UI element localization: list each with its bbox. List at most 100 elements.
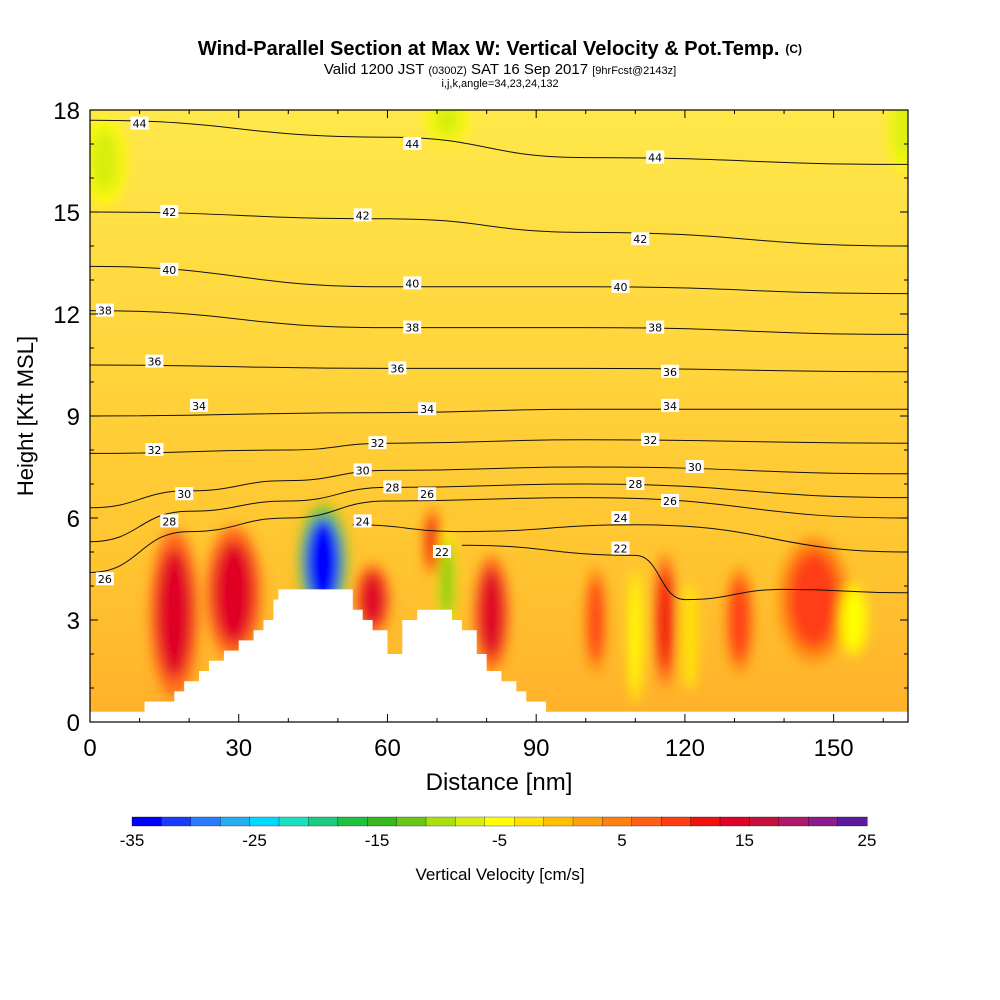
contour-label: 42 — [633, 233, 647, 246]
colorbar-swatch — [308, 816, 339, 827]
contour-label: 26 — [663, 495, 677, 508]
x-tick-label: 60 — [374, 735, 401, 762]
contour-label: 26 — [420, 488, 434, 501]
colorbar-swatch — [837, 816, 868, 827]
contour-label-box — [403, 320, 422, 334]
w-cell-core — [432, 110, 462, 138]
contour-label-box — [661, 398, 680, 412]
contour-label-box — [95, 572, 114, 586]
contour-label-box — [353, 514, 372, 528]
contour-label: 38 — [98, 305, 112, 318]
contour-label-box — [646, 320, 665, 334]
chart-subtitle: Valid 1200 JST (0300Z) SAT 16 Sep 2017 [… — [324, 61, 676, 78]
contour-label: 28 — [628, 478, 642, 491]
contour-label: 36 — [147, 356, 161, 369]
colorbar-label: Vertical Velocity [cm/s] — [415, 865, 584, 884]
colorbar-tick-label: 5 — [617, 831, 626, 850]
w-cell-core — [630, 586, 641, 688]
w-cell-core — [440, 541, 453, 624]
contour-label-box — [130, 116, 149, 130]
contour-label-box — [160, 514, 179, 528]
y-tick-label: 12 — [53, 302, 80, 329]
isentrope-line — [90, 364, 908, 373]
x-axis-ticks: 0 30 60 90 120 150 — [83, 110, 884, 762]
y-tick-label: 15 — [53, 200, 80, 227]
colorbar-tick-label: -15 — [365, 831, 390, 850]
contour-label: 32 — [643, 434, 657, 447]
colorbar-tick-label: -5 — [492, 831, 507, 850]
contour-label-box — [160, 205, 179, 218]
colorbar-swatch — [161, 816, 192, 827]
x-tick-label: 30 — [225, 735, 252, 762]
isentrope-line — [90, 439, 908, 454]
x-tick-label: 0 — [83, 735, 96, 762]
contour-label: 30 — [177, 488, 191, 501]
contour-label-box — [661, 364, 680, 378]
colorbar-swatch — [749, 816, 780, 827]
y-tick-label: 18 — [53, 98, 80, 125]
contour-label: 40 — [162, 264, 176, 277]
y-tick-label: 6 — [67, 506, 80, 533]
chart-title: Wind-Parallel Section at Max W: Vertical… — [198, 38, 802, 60]
contour-label: 24 — [356, 515, 370, 528]
colorbar-swatch — [514, 816, 545, 827]
contour-label-box — [432, 545, 451, 558]
contour-label-box — [661, 494, 680, 507]
colorbar-swatch — [808, 816, 839, 827]
isentrope-line — [352, 524, 908, 553]
colorbar-ticks: -35 -25 -15 -5 5 15 25 — [120, 831, 877, 850]
contour-label-box — [611, 511, 630, 524]
colorbar-swatch — [425, 816, 456, 827]
contour-label: 34 — [192, 400, 206, 413]
contour-label-box — [353, 463, 372, 477]
contour-label-box — [145, 354, 164, 368]
colorbar-swatch — [131, 816, 162, 827]
colorbar-swatch — [337, 816, 368, 827]
colorbar-tick-label: 25 — [858, 831, 877, 850]
contour-label: 26 — [98, 573, 112, 586]
contour-labels: 44 44 44 42 42 42 40 40 40 38 38 38 36 36 36 34 34 34 32 32… — [95, 116, 704, 586]
contour-label: 32 — [147, 444, 161, 457]
contour-label-box — [175, 487, 194, 501]
isentrope-line — [90, 119, 908, 165]
contour-label: 44 — [405, 138, 419, 151]
contour-label-box — [418, 487, 437, 501]
contour-label: 38 — [648, 322, 662, 335]
contour-label-box — [403, 137, 422, 150]
contour-label: 40 — [405, 277, 419, 290]
contour-label: 24 — [613, 512, 627, 525]
contour-label: 42 — [162, 206, 176, 219]
colorbar-tick-label: -25 — [242, 831, 267, 850]
contour-label-box — [145, 443, 164, 456]
y-tick-label: 0 — [67, 710, 80, 737]
w-cell-core — [479, 569, 504, 658]
colorbar-swatch — [455, 816, 486, 827]
colorbar-swatch — [220, 816, 251, 827]
y-tick-label: 9 — [67, 404, 80, 431]
x-axis-label: Distance [nm] — [426, 769, 573, 796]
w-cell-core — [729, 579, 750, 661]
chart-subtitle-indices: i,j,k,angle=34,23,24,132 — [441, 78, 558, 90]
contour-label: 22 — [435, 546, 449, 559]
terrain-mask — [90, 589, 908, 722]
w-cell-core — [305, 518, 341, 607]
contour-label-box — [190, 398, 209, 412]
contour-label: 42 — [356, 209, 370, 222]
contour-label: 30 — [356, 464, 370, 477]
w-cell-core — [893, 110, 908, 161]
contour-label: 44 — [648, 152, 662, 165]
contour-label: 36 — [390, 362, 404, 375]
colorbar-swatch — [190, 816, 221, 827]
x-tick-label: 150 — [814, 735, 854, 762]
plot-area: 44 44 44 42 42 42 40 40 40 38 38 38 36 36 36 34 34 34 32 32… — [90, 110, 908, 722]
contour-label-box — [626, 477, 645, 490]
colorbar-swatch — [719, 816, 750, 827]
colorbar-swatch — [367, 816, 398, 827]
w-cell-core — [360, 572, 385, 627]
y-axis-ticks: 0 36 9 12 15 18 — [53, 98, 908, 737]
w-cell-core — [843, 592, 864, 648]
w-cell-core — [156, 548, 192, 678]
contour-label: 30 — [688, 461, 702, 474]
